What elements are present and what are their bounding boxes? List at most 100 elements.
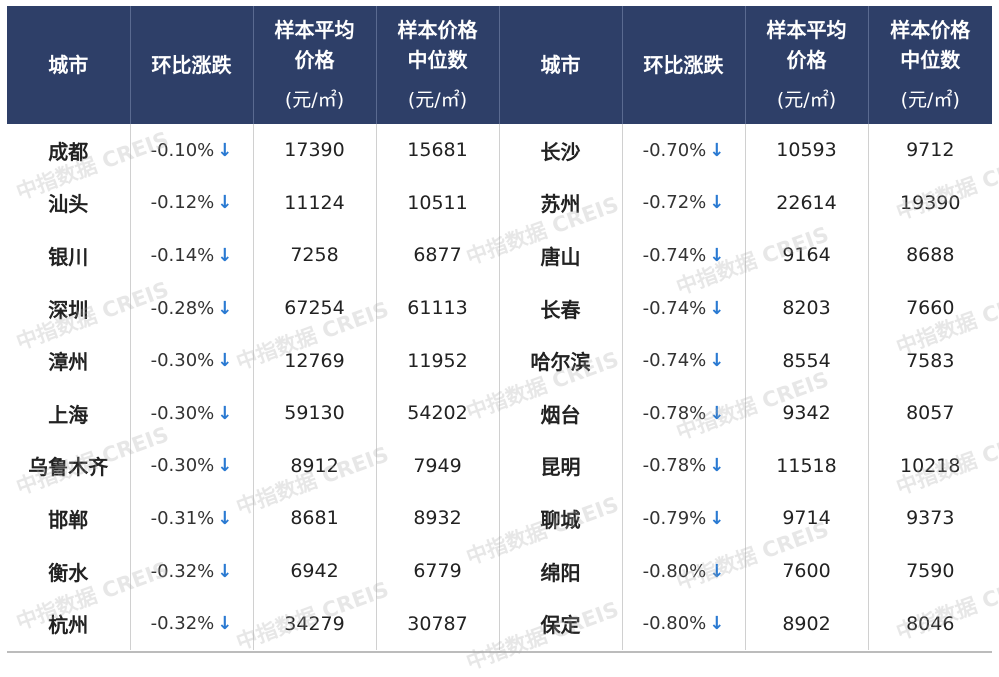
left-city-cell: 漳州 <box>7 334 131 387</box>
right-median-cell: 8046 <box>906 612 955 635</box>
right-avg-cell: 7600 <box>745 544 869 598</box>
header-city-left: 城市 <box>7 6 131 124</box>
left-city-cell: 汕头 <box>7 176 131 230</box>
right-avg-cell: 22614 <box>745 176 869 230</box>
right-city-cell: 唐山 <box>499 229 623 282</box>
right-city-cell: 长沙 <box>499 124 623 177</box>
left-median-cell: 11952 <box>376 334 500 387</box>
table-body: 成都 -0.10% ↓ 17390 15681 长沙 -0.70% ↓ 10593 9712 汕头 -… <box>7 124 992 650</box>
right-avg-cell: 10593 <box>745 124 869 177</box>
down-arrow-icon: ↓ <box>217 139 233 161</box>
left-city-cell: 成都 <box>7 124 131 177</box>
header-unit: (元/㎡) <box>284 89 345 111</box>
down-arrow-icon: ↓ <box>709 139 725 161</box>
left-change-cell: -0.30% ↓ <box>130 334 254 387</box>
left-median-cell: 54202 <box>376 386 500 440</box>
change-value: -0.78% <box>642 455 707 477</box>
right-change-cell: -0.74% ↓ <box>622 334 746 387</box>
left-avg-cell: 67254 <box>253 281 377 335</box>
left-avg-cell: 6942 <box>253 544 377 598</box>
header-median-line2: 中位数 <box>407 48 468 72</box>
change-value: -0.32% <box>150 560 215 582</box>
table-row: 杭州 -0.32% ↓ 34279 30787 保定 -0.80% ↓ 8902 8046 <box>7 597 992 650</box>
header-city-right: 城市 <box>499 6 623 124</box>
left-change-cell: -0.28% ↓ <box>130 281 254 335</box>
right-city-cell: 昆明 <box>499 439 623 493</box>
right-change-cell: -0.80% ↓ <box>622 597 746 650</box>
right-avg-cell: 8203 <box>745 281 869 335</box>
down-arrow-icon: ↓ <box>217 455 233 477</box>
left-change-cell: -0.32% ↓ <box>130 597 254 650</box>
down-arrow-icon: ↓ <box>709 560 725 582</box>
left-median-cell: 30787 <box>376 597 500 650</box>
left-avg-cell: 12769 <box>253 334 377 387</box>
header-median-left: 样本价格 中位数 (元/㎡) <box>376 6 500 124</box>
down-arrow-icon: ↓ <box>217 350 233 372</box>
header-unit: (元/㎡) <box>776 89 837 111</box>
left-change-cell: -0.10% ↓ <box>130 124 254 177</box>
right-city-cell: 苏州 <box>499 176 623 230</box>
down-arrow-icon: ↓ <box>217 613 233 635</box>
change-value: -0.30% <box>150 455 215 477</box>
left-median-cell: 6779 <box>376 544 500 598</box>
down-arrow-icon: ↓ <box>217 560 233 582</box>
change-value: -0.30% <box>150 402 215 424</box>
right-median-cell: 8688 <box>906 244 955 267</box>
left-avg-cell: 7258 <box>253 229 377 282</box>
down-arrow-icon: ↓ <box>709 455 725 477</box>
table-row: 银川 -0.14% ↓ 7258 6877 唐山 -0.74% ↓ 9164 8688 <box>7 229 992 282</box>
header-avg-line1: 样本平均 <box>766 18 847 42</box>
change-value: -0.32% <box>150 613 215 635</box>
right-median-cell: 7590 <box>906 560 955 583</box>
right-city-cell: 哈尔滨 <box>499 334 623 387</box>
header-avg-line1: 样本平均 <box>274 18 355 42</box>
change-value: -0.72% <box>642 192 707 214</box>
right-city-cell: 烟台 <box>499 386 623 440</box>
right-change-cell: -0.78% ↓ <box>622 386 746 440</box>
change-value: -0.70% <box>642 139 707 161</box>
left-city-cell: 上海 <box>7 386 131 440</box>
left-avg-cell: 8912 <box>253 439 377 493</box>
change-value: -0.78% <box>642 402 707 424</box>
table-row: 成都 -0.10% ↓ 17390 15681 长沙 -0.70% ↓ 10593 9712 <box>7 124 992 177</box>
price-table: 城市 环比涨跌 样本平均 价格 (元/㎡) 样本价格 中位数 (元/㎡) 城市 … <box>7 6 992 650</box>
right-avg-cell: 9714 <box>745 492 869 545</box>
header-row: 城市 环比涨跌 样本平均 价格 (元/㎡) 样本价格 中位数 (元/㎡) 城市 … <box>7 6 992 124</box>
left-change-cell: -0.30% ↓ <box>130 386 254 440</box>
change-value: -0.74% <box>642 297 707 319</box>
down-arrow-icon: ↓ <box>217 507 233 529</box>
table-row: 深圳 -0.28% ↓ 67254 61113 长春 -0.74% ↓ 8203 7660 <box>7 281 992 335</box>
change-value: -0.80% <box>642 613 707 635</box>
left-city-cell: 邯郸 <box>7 492 131 545</box>
right-change-cell: -0.74% ↓ <box>622 281 746 335</box>
change-value: -0.12% <box>150 192 215 214</box>
change-value: -0.79% <box>642 507 707 529</box>
right-median-cell: 9712 <box>906 139 955 162</box>
right-median-cell: 10218 <box>900 454 961 477</box>
change-value: -0.74% <box>642 350 707 372</box>
right-avg-cell: 8554 <box>745 334 869 387</box>
left-avg-cell: 59130 <box>253 386 377 440</box>
right-avg-cell: 9164 <box>745 229 869 282</box>
left-city-cell: 衡水 <box>7 544 131 598</box>
right-median-cell: 8057 <box>906 402 955 425</box>
left-city-cell: 乌鲁木齐 <box>7 439 131 493</box>
right-city-cell: 长春 <box>499 281 623 335</box>
header-avg-line2: 价格 <box>294 48 335 72</box>
header-change-right: 环比涨跌 <box>622 6 746 124</box>
down-arrow-icon: ↓ <box>709 350 725 372</box>
table-row: 上海 -0.30% ↓ 59130 54202 烟台 -0.78% ↓ 9342 8057 <box>7 386 992 440</box>
right-change-cell: -0.78% ↓ <box>622 439 746 493</box>
right-change-cell: -0.80% ↓ <box>622 544 746 598</box>
change-value: -0.74% <box>642 244 707 266</box>
left-change-cell: -0.14% ↓ <box>130 229 254 282</box>
left-change-cell: -0.31% ↓ <box>130 492 254 545</box>
change-value: -0.30% <box>150 350 215 372</box>
down-arrow-icon: ↓ <box>709 192 725 214</box>
header-avg-line2: 价格 <box>786 48 827 72</box>
down-arrow-icon: ↓ <box>217 244 233 266</box>
right-median-cell: 19390 <box>900 191 961 214</box>
right-city-cell: 聊城 <box>499 492 623 545</box>
left-avg-cell: 17390 <box>253 124 377 177</box>
left-median-cell: 6877 <box>376 229 500 282</box>
